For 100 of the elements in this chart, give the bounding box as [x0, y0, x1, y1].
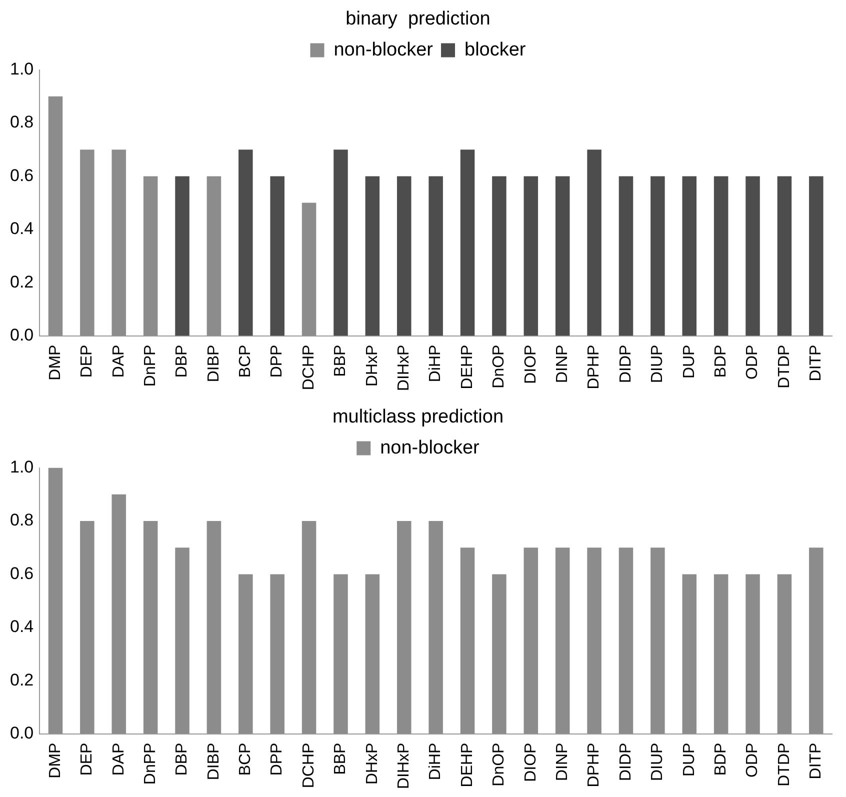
bar — [714, 574, 728, 734]
x-tick-label: DIBP — [205, 344, 222, 382]
bar — [80, 150, 94, 336]
bar — [143, 176, 158, 336]
x-tick-label: DBP — [174, 742, 191, 776]
bar — [365, 176, 380, 336]
x-tick-label: DEHP — [458, 742, 476, 788]
x-tick-label: DTDP — [776, 742, 793, 786]
bar — [746, 176, 760, 336]
x-tick-label: BCP — [237, 742, 254, 776]
bar — [587, 548, 602, 734]
x-tick-label: DIUP — [649, 344, 666, 384]
bar — [777, 176, 792, 336]
bar — [618, 548, 634, 734]
x-tick-label: DnPP — [142, 742, 159, 785]
legend-label: blocker — [464, 40, 526, 61]
legend-label: non-blocker — [334, 40, 434, 61]
bar — [650, 176, 665, 336]
bar — [809, 548, 824, 734]
x-tick-label: DiHP — [427, 742, 444, 780]
bar — [746, 574, 760, 734]
bar — [460, 150, 475, 336]
bar — [396, 176, 412, 336]
bar — [48, 468, 63, 734]
y-tick-label: 0.8 — [10, 112, 34, 132]
x-tick-label: DUP — [680, 742, 698, 777]
x-tick-label: DCHP — [300, 344, 318, 390]
bar — [143, 520, 158, 734]
y-tick-label: 0.8 — [10, 510, 34, 530]
chart-title: multiclass prediction — [332, 406, 504, 428]
bar — [334, 150, 348, 336]
x-tick-label: DEHP — [458, 344, 476, 390]
y-tick-label: 0.6 — [10, 166, 34, 185]
legend-label: non-blocker — [380, 438, 480, 459]
y-tick-label: 0.0 — [10, 723, 34, 742]
bar — [270, 574, 284, 734]
bar — [618, 176, 634, 336]
bar — [555, 176, 570, 336]
bar — [206, 176, 222, 336]
y-tick-label: 1.0 — [10, 457, 34, 476]
x-tick-label: DnPP — [142, 344, 159, 387]
bar — [48, 96, 63, 336]
x-tick-label: DnOP — [490, 742, 508, 786]
x-tick-label: DINP — [554, 742, 571, 782]
bar — [428, 520, 443, 734]
x-tick-label: DIOP — [522, 742, 540, 782]
bar — [492, 176, 506, 336]
x-tick-label: BCP — [237, 344, 254, 378]
x-tick-label: DINP — [554, 344, 571, 384]
x-tick-label: DIDP — [617, 742, 634, 782]
bar — [809, 176, 824, 336]
y-tick-label: 0.4 — [10, 219, 34, 238]
y-tick-label: 0.0 — [10, 325, 34, 344]
bar — [112, 494, 126, 734]
bar — [524, 548, 538, 734]
bar — [80, 520, 94, 734]
bar — [238, 574, 253, 734]
x-tick-label: DPP — [268, 344, 286, 378]
x-tick-label: DIBP — [205, 742, 222, 780]
x-tick-label: DAP — [110, 344, 128, 378]
chart-title: binary prediction — [346, 8, 490, 30]
x-tick-label: DMP — [46, 742, 64, 778]
y-tick-label: 0.6 — [10, 564, 34, 583]
x-tick-label: DHxP — [364, 344, 381, 387]
x-tick-label: ODP — [744, 344, 762, 380]
bar — [587, 150, 602, 336]
x-tick-label: BBP — [332, 344, 350, 377]
x-tick-label: DiHP — [427, 344, 444, 382]
y-tick-label: 0.4 — [10, 617, 34, 636]
bar — [365, 574, 380, 734]
bar — [175, 176, 190, 336]
bar — [302, 202, 316, 336]
x-tick-label: BBP — [332, 742, 350, 775]
bar — [682, 574, 697, 734]
x-tick-label: DEP — [78, 742, 96, 776]
x-tick-label: DIDP — [617, 344, 634, 384]
bar — [270, 176, 284, 336]
bar — [428, 176, 443, 336]
bar — [238, 150, 253, 336]
bar — [524, 176, 538, 336]
x-tick-label: BDP — [712, 742, 730, 776]
y-tick-label: 1.0 — [10, 59, 34, 78]
bar — [112, 150, 126, 336]
x-tick-label: DIOP — [522, 344, 540, 384]
bar — [777, 574, 792, 734]
x-tick-label: ODP — [744, 742, 762, 778]
x-tick-label: BDP — [712, 344, 730, 378]
x-tick-label: DITP — [808, 742, 825, 780]
x-tick-label: DITP — [808, 344, 825, 382]
x-tick-label: DTDP — [776, 344, 793, 388]
bar — [555, 548, 570, 734]
bar — [492, 574, 506, 734]
x-tick-label: DHxP — [364, 742, 381, 785]
y-tick-label: 0.2 — [10, 670, 34, 690]
x-tick-label: DBP — [174, 344, 191, 378]
bar — [175, 548, 190, 734]
x-tick-label: DEP — [78, 344, 96, 378]
x-tick-label: DPP — [268, 742, 286, 776]
x-tick-label: DPHP — [586, 742, 603, 788]
x-tick-label: DIHxP — [396, 742, 413, 790]
